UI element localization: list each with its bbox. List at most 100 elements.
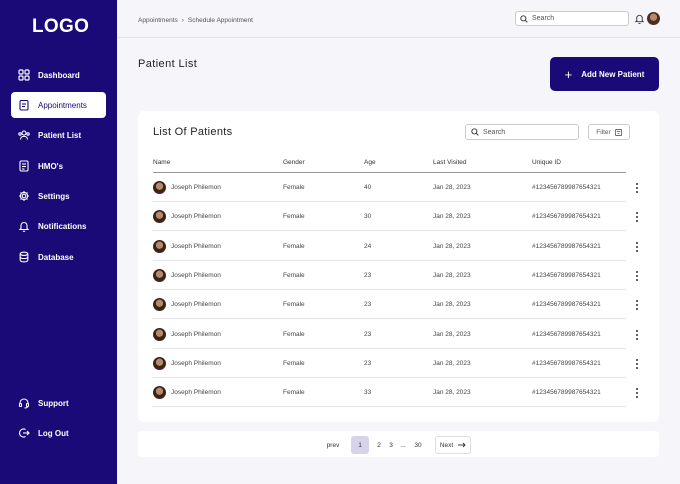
column-header-name[interactable]: Name [153,159,171,166]
patient-avatar [153,239,166,253]
row-menu-icon[interactable] [633,183,641,193]
sidebar-item-notifications[interactable]: Notifications [11,213,106,239]
table-row[interactable]: Joseph Philemon Female 23 Jan 28, 2023 #1234… [153,290,658,320]
cell-gender: Female [283,301,305,309]
next-page-button[interactable]: Next [435,436,471,454]
cell-name: Joseph Philemon [171,359,221,367]
cell-last: Jan 28, 2023 [433,301,471,309]
sidebar-item-support[interactable]: Support [11,390,106,416]
user-avatar[interactable] [647,12,660,25]
column-header-last-visited[interactable]: Last Visited [433,159,467,166]
patient-avatar [153,298,166,312]
column-header-age[interactable]: Age [364,159,376,166]
patient-avatar [153,181,166,194]
filter-button[interactable]: Filter [588,124,630,140]
sidebar-item-database[interactable]: Database [11,244,106,270]
cell-gender: Female [283,242,305,250]
patient-avatar [153,327,166,341]
cell-name: Joseph Philemon [171,389,221,397]
page-button-1[interactable]: 1 [351,436,369,454]
cell-id: #123456789987654321 [532,271,601,279]
row-divider [153,230,626,232]
page-button-2[interactable]: 2 [377,441,381,449]
sidebar-item-settings[interactable]: Settings [11,183,106,209]
sidebar-item-label: Log Out [38,428,69,438]
cell-name: Joseph Philemon [171,271,221,279]
sidebar-item-dashboard[interactable]: Dashboard [11,62,106,88]
page-button-3[interactable]: 3 [389,441,393,449]
sidebar-item-label: Database [38,252,74,262]
breadcrumb-item[interactable]: Schedule Appointment [187,17,253,24]
row-menu-icon[interactable] [633,270,641,281]
table-row[interactable]: Joseph Philemon Female 24 Jan 28, 2023 #1234… [153,232,658,261]
notification-bell-icon[interactable] [634,12,645,25]
search-placeholder: Search [483,128,506,136]
sidebar-item-label: HMO's [38,161,64,171]
cell-gender: Female [283,330,305,338]
page-button-30[interactable]: 30 [414,441,422,449]
sidebar-item-label: Patient List [38,130,82,140]
table-row[interactable]: Joseph Philemon Female 23 Jan 28, 2023 #1234… [153,349,658,378]
column-header-unique-id[interactable]: Unique ID [532,159,561,166]
table-header-divider [153,172,626,173]
cell-age: 23 [364,301,372,309]
patient-avatar [153,210,166,224]
filter-label: Filter [596,128,611,136]
cell-age: 33 [364,389,372,397]
table-row[interactable]: Joseph Philemon Female 23 Jan 28, 2023 #1234… [153,320,658,349]
add-new-patient-button[interactable]: + Add New Patient [550,57,659,91]
sidebar-item-label: Notifications [38,221,87,231]
cell-id: #123456789987654321 [532,330,601,338]
patients-card: List Of Patients Search Filter Name Gend… [138,111,659,422]
sidebar-item-appointments[interactable]: Appointments [11,92,106,118]
table-row[interactable]: Joseph Philemon Female 33 Jan 28, 2023 #1234… [153,378,658,408]
sidebar-item-label: Support [38,398,69,408]
pagination: prev 1 2 3 ... 30 Next [138,431,659,457]
column-header-gender[interactable]: Gender [283,159,305,166]
cell-last: Jan 28, 2023 [433,242,471,250]
sidebar-item-hmos[interactable]: HMO's [11,153,106,179]
cell-gender: Female [283,359,305,367]
users-icon [18,129,30,141]
cell-last: Jan 28, 2023 [433,184,471,191]
cell-gender: Female [283,389,305,397]
row-menu-icon[interactable] [633,212,641,223]
search-icon [520,14,528,23]
logo: LOGO [32,16,90,37]
plus-icon: + [564,66,573,82]
row-menu-icon[interactable] [633,329,641,340]
gear-icon [18,190,30,202]
document-icon [18,160,30,172]
sidebar-item-logout[interactable]: Log Out [11,420,106,446]
sidebar-item-label: Settings [38,191,70,201]
table-row[interactable]: Joseph Philemon Female 30 Jan 28, 2023 #1234… [153,202,658,232]
headset-icon [18,397,30,409]
sidebar-item-patient-list[interactable]: Patient List [11,122,106,148]
cell-id: #123456789987654321 [532,389,601,397]
cell-age: 23 [364,359,372,367]
top-search-input[interactable]: Search [515,11,629,26]
cell-gender: Female [283,271,305,279]
prev-page-button[interactable]: prev [326,441,340,449]
row-menu-icon[interactable] [633,241,641,252]
breadcrumb-item[interactable]: Appointments [138,17,178,24]
patient-search-input[interactable]: Search [465,124,579,140]
row-menu-icon[interactable] [633,300,641,311]
cell-age: 23 [364,330,372,338]
row-divider [153,347,626,349]
table-row[interactable]: Joseph Philemon Female 23 Jan 28, 2023 #1234… [153,261,658,290]
cell-gender: Female [283,213,305,221]
row-divider [153,318,626,320]
cell-name: Joseph Philemon [171,330,221,338]
row-menu-icon[interactable] [633,388,641,399]
cell-last: Jan 28, 2023 [433,271,471,279]
row-menu-icon[interactable] [633,358,641,369]
table-row[interactable]: Joseph Philemon Female 40 Jan 28, 2023 #1234… [153,173,658,202]
cell-id: #12345678998765432​1 [532,184,601,191]
grid-icon [18,69,30,81]
search-placeholder: Search [532,15,555,22]
cell-age: 30 [364,213,372,221]
page-ellipsis: ... [400,441,406,449]
cell-age: 23 [364,271,372,279]
cell-id: #123456789987654321 [532,359,601,367]
